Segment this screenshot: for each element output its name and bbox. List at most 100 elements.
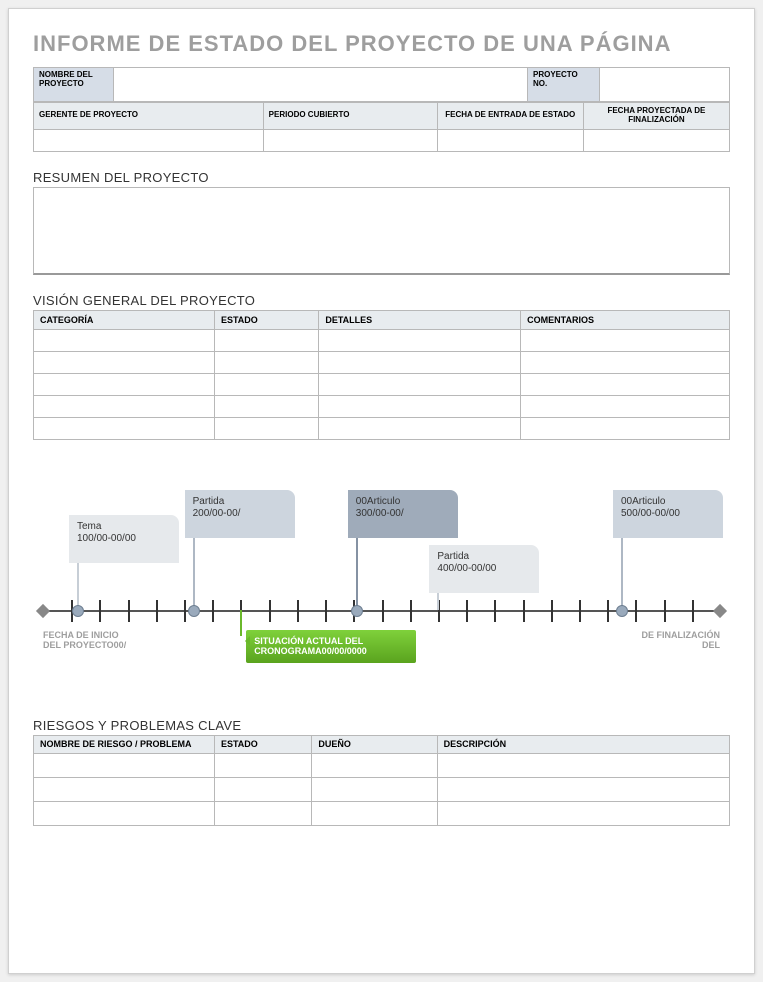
- page-title: INFORME DE ESTADO DEL PROYECTO DE UNA PÁ…: [33, 31, 730, 57]
- timeline-tick: [212, 600, 214, 622]
- risks-cell[interactable]: [437, 754, 729, 778]
- overview-cell[interactable]: [214, 351, 318, 373]
- risks-col-owner: DUEÑO: [312, 735, 437, 754]
- project-meta-table: GERENTE DE PROYECTO PERIODO CUBIERTO FEC…: [33, 102, 730, 152]
- overview-cell[interactable]: [319, 329, 521, 351]
- overview-cell[interactable]: [34, 373, 215, 395]
- risks-cell[interactable]: [34, 778, 215, 802]
- overview-cell[interactable]: [34, 351, 215, 373]
- overview-cell[interactable]: [214, 329, 318, 351]
- timeline-end-marker: [713, 604, 727, 618]
- overview-cell[interactable]: [521, 417, 730, 439]
- timeline-tick: [269, 600, 271, 622]
- overview-cell[interactable]: [34, 329, 215, 351]
- timeline-callout: Tema100/00-00/00: [69, 515, 179, 563]
- timeline-callout: Partida200/00-00/: [185, 490, 295, 538]
- overview-cell[interactable]: [521, 329, 730, 351]
- manager-header: GERENTE DE PROYECTO: [34, 103, 264, 130]
- overview-col-comments: COMENTARIOS: [521, 310, 730, 329]
- timeline-end-label: DE FINALIZACIÓN DEL: [630, 630, 720, 652]
- risks-cell[interactable]: [214, 802, 311, 826]
- risks-cell[interactable]: [214, 754, 311, 778]
- callout-line2: 500/00-00/00: [621, 508, 715, 521]
- overview-col-details: DETALLES: [319, 310, 521, 329]
- timeline-status-box: SITUACIÓN ACTUAL DEL CRONOGRAMA00/00/000…: [246, 630, 416, 664]
- overview-cell[interactable]: [34, 395, 215, 417]
- manager-cell[interactable]: [34, 129, 264, 151]
- overview-cell[interactable]: [214, 417, 318, 439]
- overview-table: CATEGORÍA ESTADO DETALLES COMENTARIOS: [33, 310, 730, 440]
- overview-cell[interactable]: [521, 351, 730, 373]
- timeline-callout-stem: [437, 593, 439, 610]
- timeline-status-stem: [240, 610, 242, 636]
- project-no-cell[interactable]: [600, 68, 730, 102]
- overview-cell[interactable]: [34, 417, 215, 439]
- overview-heading: VISIÓN GENERAL DEL PROYECTO: [33, 293, 730, 308]
- timeline-callout: 00Articulo300/00-00/: [348, 490, 458, 538]
- timeline-milestone-dot: [351, 605, 363, 617]
- overview-cell[interactable]: [319, 417, 521, 439]
- status-date-cell[interactable]: [437, 129, 583, 151]
- overview-col-status: ESTADO: [214, 310, 318, 329]
- risks-cell[interactable]: [312, 754, 437, 778]
- timeline-tick: [635, 600, 637, 622]
- timeline-tick: [325, 600, 327, 622]
- timeline-tick: [410, 600, 412, 622]
- timeline-callout: Partida400/00-00/00: [429, 545, 539, 593]
- timeline-callout-stem: [621, 538, 623, 610]
- timeline: Tema100/00-00/00Partida200/00-00/00Artic…: [33, 460, 730, 700]
- overview-cell[interactable]: [319, 373, 521, 395]
- callout-line2: 400/00-00/00: [437, 563, 531, 576]
- timeline-callout-stem: [77, 563, 79, 610]
- overview-cell[interactable]: [319, 351, 521, 373]
- risks-cell[interactable]: [437, 778, 729, 802]
- risks-cell[interactable]: [312, 802, 437, 826]
- completion-date-cell[interactable]: [583, 129, 729, 151]
- callout-line1: Partida: [193, 496, 287, 509]
- risks-col-status: ESTADO: [214, 735, 311, 754]
- timeline-tick: [466, 600, 468, 622]
- summary-heading: RESUMEN DEL PROYECTO: [33, 170, 730, 185]
- completion-date-header: FECHA PROYECTADA DE FINALIZACIÓN: [583, 103, 729, 130]
- timeline-callout: 00Articulo500/00-00/00: [613, 490, 723, 538]
- risks-cell[interactable]: [34, 802, 215, 826]
- timeline-milestone-dot: [616, 605, 628, 617]
- status-date-header: FECHA DE ENTRADA DE ESTADO: [437, 103, 583, 130]
- timeline-tick: [551, 600, 553, 622]
- timeline-start-marker: [36, 604, 50, 618]
- callout-line1: Tema: [77, 521, 171, 534]
- callout-line1: 00Articulo: [356, 496, 450, 509]
- risks-cell[interactable]: [437, 802, 729, 826]
- timeline-tick: [494, 600, 496, 622]
- risks-cell[interactable]: [34, 754, 215, 778]
- timeline-start-label: FECHA DE INICIO DEL PROYECTO00/: [43, 630, 133, 652]
- overview-cell[interactable]: [214, 373, 318, 395]
- summary-box[interactable]: [33, 187, 730, 275]
- timeline-callout-stem: [356, 538, 358, 610]
- risks-cell[interactable]: [312, 778, 437, 802]
- timeline-tick: [382, 600, 384, 622]
- risks-cell[interactable]: [214, 778, 311, 802]
- period-cell[interactable]: [263, 129, 437, 151]
- timeline-milestone-dot: [188, 605, 200, 617]
- overview-cell[interactable]: [319, 395, 521, 417]
- overview-col-category: CATEGORÍA: [34, 310, 215, 329]
- overview-cell[interactable]: [521, 395, 730, 417]
- timeline-tick: [579, 600, 581, 622]
- timeline-tick: [297, 600, 299, 622]
- timeline-callout-stem: [193, 538, 195, 610]
- risks-col-desc: DESCRIPCIÓN: [437, 735, 729, 754]
- risks-col-name: NOMBRE DE RIESGO / PROBLEMA: [34, 735, 215, 754]
- risks-table: NOMBRE DE RIESGO / PROBLEMA ESTADO DUEÑO…: [33, 735, 730, 827]
- project-id-table: NOMBRE DEL PROYECTO PROYECTO NO.: [33, 67, 730, 102]
- project-no-label: PROYECTO NO.: [528, 68, 600, 102]
- project-name-cell[interactable]: [114, 68, 528, 102]
- timeline-milestone-dot: [72, 605, 84, 617]
- overview-cell[interactable]: [521, 373, 730, 395]
- timeline-tick: [128, 600, 130, 622]
- timeline-tick: [692, 600, 694, 622]
- timeline-status-text: SITUACIÓN ACTUAL DEL CRONOGRAMA00/00/000…: [254, 636, 367, 657]
- overview-cell[interactable]: [214, 395, 318, 417]
- period-header: PERIODO CUBIERTO: [263, 103, 437, 130]
- timeline-tick: [184, 600, 186, 622]
